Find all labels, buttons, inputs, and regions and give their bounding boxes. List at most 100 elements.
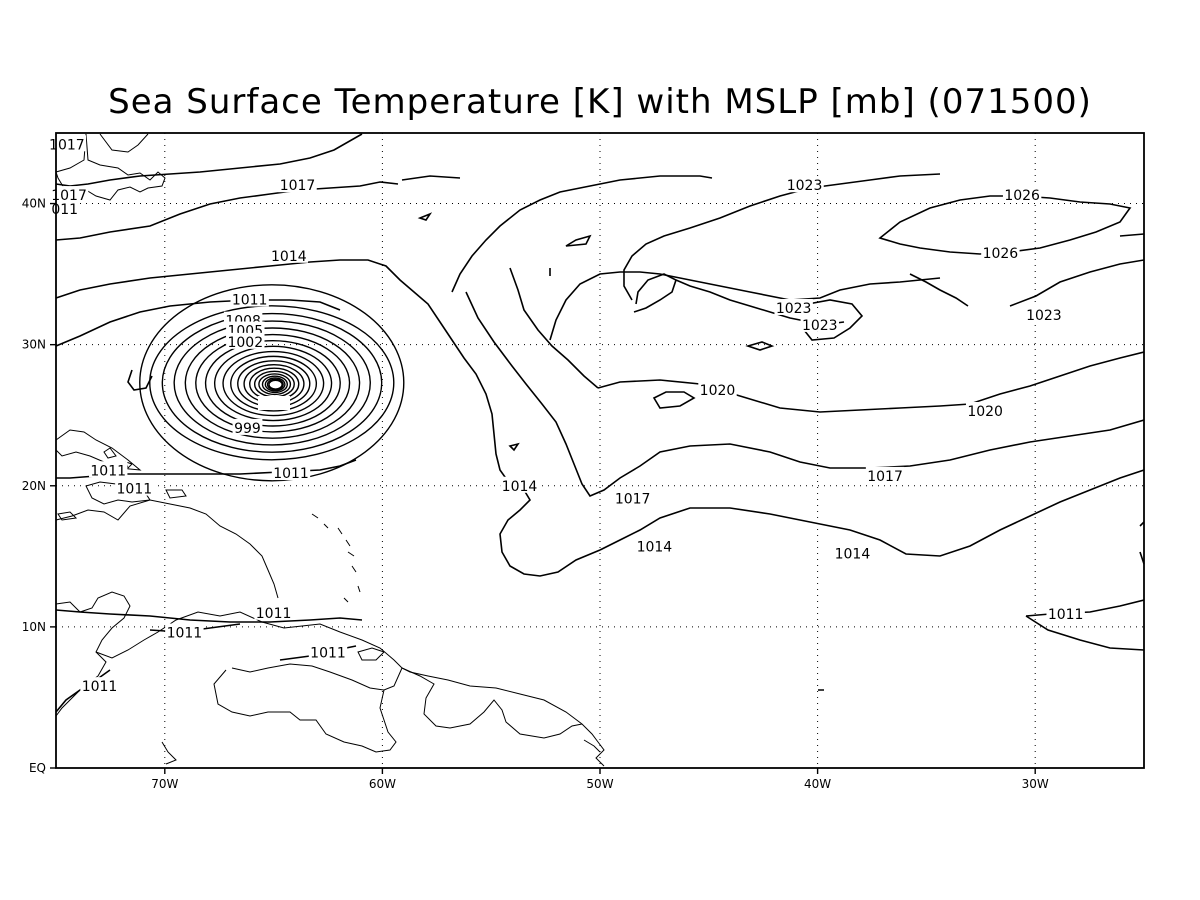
contour-label: 1017 (49, 137, 85, 153)
contour-label: 1011 (273, 466, 309, 482)
coastline-amazon-delta (161, 739, 601, 765)
low-isobar-ring (161, 312, 383, 453)
contour-label-bg (965, 401, 1005, 418)
contour-label: 1023 (776, 301, 812, 317)
contour-label: 1002 (227, 335, 263, 351)
contour-label: 1020 (967, 404, 1003, 420)
isobar-1023-arc (623, 173, 941, 301)
contour-label: 1011 (256, 606, 292, 622)
isobar-1014-west (55, 259, 601, 577)
coastline-jamaica (57, 511, 78, 521)
contour-label-bg (230, 290, 269, 307)
plot-frame (55, 132, 1145, 769)
isobar-1011-south (56, 459, 357, 479)
low-isobar-ring (173, 320, 371, 446)
low-isobar-ring (268, 379, 283, 390)
isobar-1017-central-south (465, 291, 1145, 497)
contour-label-bg (800, 315, 839, 332)
contour-label: 1014 (835, 547, 871, 563)
contour-label: 1011 (117, 482, 153, 498)
isobar-1011-east (1025, 599, 1145, 651)
contour-label-bg (833, 544, 872, 561)
coastline-puerto-rico (165, 489, 187, 499)
low-isobar-ring (204, 339, 341, 427)
lon-tick-label: 70W (151, 777, 178, 791)
lon-tick-label: 40W (804, 777, 831, 791)
contour-label: 011 (51, 202, 78, 218)
contour-label-bg (226, 332, 265, 349)
contour-label: 1017 (615, 491, 651, 507)
low-isobar-ring (213, 345, 333, 422)
contour-label-bg (254, 603, 293, 620)
contour-label: 1017 (867, 469, 903, 485)
contour-label: 1014 (637, 539, 673, 555)
coastline-nova-scotia (99, 133, 149, 153)
contour-label: 1023 (802, 318, 838, 334)
lat-tick-label: 20N (22, 479, 46, 493)
contour-label-bg (49, 186, 89, 203)
contour-label: 999 (234, 421, 261, 437)
contour-label: 1011 (232, 293, 268, 309)
low-isobar-ring (195, 333, 351, 433)
low-isobar-ring (261, 375, 289, 394)
contour-label-bg (500, 476, 539, 493)
contour-label: 1020 (700, 383, 736, 399)
coastline-yucatan (55, 499, 279, 599)
coastline-lesser-antilles (311, 513, 361, 603)
contour-label-bg (613, 489, 652, 506)
axis-tick-layer: 70W 60W 50W 40W 30W 40N 30N 20N 10N EQ (22, 197, 1049, 791)
low-isobar-ring (258, 373, 292, 396)
contour-label: 1017 (51, 188, 87, 204)
contour-label-bg (981, 243, 1020, 260)
coastline-north-america-ne (55, 133, 166, 201)
contour-label: 1011 (82, 679, 118, 695)
contour-label: 1011 (90, 463, 126, 479)
isobar-1011-sw (55, 669, 111, 713)
lon-tick-label: 60W (369, 777, 396, 791)
contour-label-bg (269, 246, 309, 263)
lat-tick-label: 10N (22, 620, 46, 634)
coastline-trinidad (357, 647, 385, 661)
contour-label-bg (271, 464, 311, 481)
contour-label-bg (89, 461, 128, 478)
low-isobar-ring (264, 377, 286, 392)
contour-label-bg (308, 643, 348, 660)
coastline-venezuela-interior (231, 663, 403, 691)
contour-label: 1011 (310, 645, 346, 661)
contour-label: 1023 (787, 178, 823, 194)
lon-tick-label: 30W (1022, 777, 1049, 791)
lat-tick-label: 40N (22, 197, 46, 211)
contour-label-bg (698, 380, 737, 397)
isobar-1023-east (909, 259, 1145, 307)
contour-label-bg (635, 537, 674, 554)
contour-label-bg (232, 418, 263, 435)
map-title: Sea Surface Temperature [K] with MSLP [m… (108, 82, 1092, 122)
isobar-1020 (549, 271, 1145, 413)
contour-label: 1023 (1026, 308, 1062, 324)
contour-label-layer: 1017101701110171014101110081005100299910… (47, 135, 1085, 695)
contour-label-bg (1002, 186, 1042, 203)
contour-label-bg (165, 623, 204, 640)
contour-label-bg (80, 677, 119, 694)
contour-label: 1014 (502, 479, 538, 495)
contour-label-bg (774, 298, 813, 315)
lat-tick-label: EQ (29, 761, 46, 775)
contour-label: 1011 (1048, 607, 1084, 623)
low-isobar-ring (230, 355, 318, 412)
contour-label-bg (115, 479, 154, 496)
isobar-1017-northwest (55, 133, 363, 187)
coastline-cuba (55, 429, 142, 471)
contour-label-bg (865, 466, 905, 483)
isobar-1017-central (451, 175, 713, 293)
contour-label: 1026 (1004, 188, 1040, 204)
contour-label-bg (1024, 306, 1064, 323)
low-pressure-rings (139, 284, 405, 482)
isobar-1017-west (55, 181, 399, 241)
isobar-1023-blob (802, 299, 864, 341)
contour-label: 1011 (167, 626, 203, 642)
isobar-1014-east (599, 469, 1145, 557)
graticule-grid (56, 133, 1144, 768)
low-isobar-ring (266, 378, 284, 391)
low-isobar-ring (222, 350, 325, 417)
contour-label: 1026 (983, 246, 1019, 262)
